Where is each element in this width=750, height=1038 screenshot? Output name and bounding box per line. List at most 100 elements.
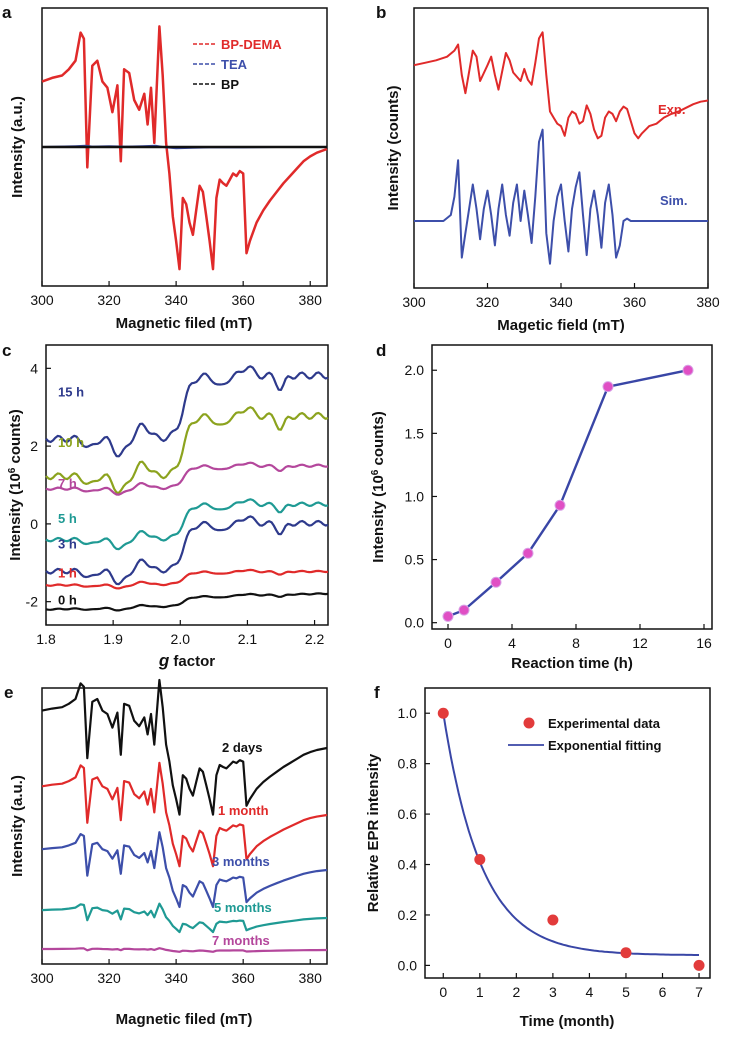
c-xtick-label-3: 2.1 [238, 631, 258, 647]
point-3 [522, 547, 534, 559]
b-xtick-label-0: 300 [402, 294, 426, 310]
curve-label-3h: 3 h [58, 536, 77, 551]
series-7h [45, 461, 329, 496]
series-2-days [41, 678, 328, 816]
c-ytick-label-2: 2 [30, 438, 38, 454]
curve-labels-e: 2 days 1 month 3 months 5 months 7 months [212, 740, 272, 948]
panel-f: f 0 1 2 3 4 5 6 7 0.0 0.2 0.4 0.6 0.8 1.0 Time (mont… [365, 683, 711, 1030]
point-0 [442, 610, 454, 622]
yticks-f: 0.0 0.2 0.4 0.6 0.8 1.0 [398, 705, 430, 973]
curves-e [41, 678, 328, 953]
xlabel-c: g factor [158, 651, 215, 670]
d-ytick-label-4: 2.0 [405, 362, 425, 378]
point-1 [474, 853, 486, 865]
curve-label-2-days: 2 days [222, 740, 262, 755]
curve-label-5h: 5 h [58, 511, 77, 526]
f-xtick-label-7: 7 [695, 984, 703, 1000]
series-5h [45, 498, 329, 551]
curves-c [45, 365, 329, 612]
panel-letter-d: d [376, 341, 386, 360]
e-xtick-label-3: 360 [231, 970, 255, 986]
e-xtick-label-0: 300 [30, 970, 54, 986]
point-0 [437, 707, 449, 719]
c-ytick-label-1: 0 [30, 516, 38, 532]
b-xtick-label-1: 320 [476, 294, 500, 310]
plot-frame-c [45, 344, 329, 626]
series-1-month [41, 761, 328, 868]
a-xtick-label-2: 340 [164, 292, 188, 308]
series-intensity-line [447, 369, 689, 618]
curve-label-15h: 15 h [58, 385, 84, 400]
marks-d [442, 364, 694, 622]
curve-label-5-months: 5 months [214, 900, 272, 915]
a-xtick-label-3: 360 [231, 292, 255, 308]
panel-d: d 0 4 8 12 16 0.0 0.5 1.0 1.5 2.0 Reaction time … [370, 341, 713, 672]
point-4 [693, 959, 705, 971]
xticks-b: 300 320 340 360 380 [402, 283, 720, 310]
d-xtick-label-0: 0 [444, 635, 452, 651]
f-ytick-label-5: 1.0 [398, 705, 418, 721]
a-xtick-label-0: 300 [30, 292, 54, 308]
yticks-d: 0.0 0.5 1.0 1.5 2.0 [405, 362, 437, 631]
ylabel-e: Intensity (a.u.) [9, 775, 26, 877]
a-xtick-label-1: 320 [97, 292, 121, 308]
series-0h [45, 592, 329, 612]
f-xtick-label-4: 4 [586, 984, 594, 1000]
yticks-c: -2 0 2 4 [26, 360, 51, 610]
xlabel-b: Magetic field (mT) [497, 317, 625, 334]
b-xtick-label-4: 380 [696, 294, 720, 310]
f-ytick-label-2: 0.4 [398, 857, 418, 873]
panel-c: c 15 h 10 h 7 h 5 h 3 h 1 h 0 h 1.8 1.9 2.0 2.1 2.… [2, 341, 329, 670]
b-xtick-label-3: 360 [623, 294, 647, 310]
point-2 [547, 914, 559, 926]
f-ytick-label-3: 0.6 [398, 806, 418, 822]
plot-frame-f [424, 687, 711, 979]
point-6 [682, 364, 694, 376]
panel-letter-e: e [4, 683, 13, 702]
fit-curve [442, 713, 699, 956]
c-ytick-label-3: 4 [30, 360, 38, 376]
legend-a: BP-DEMA TEA BP [193, 37, 282, 92]
point-4 [554, 499, 566, 511]
series-5-months [41, 902, 328, 934]
series-3h [45, 515, 329, 586]
f-xtick-label-2: 2 [512, 984, 520, 1000]
f-xtick-label-0: 0 [439, 984, 447, 1000]
d-ytick-label-2: 1.0 [405, 488, 425, 504]
plot-frame-e [41, 687, 328, 965]
curve-label-3-months: 3 months [212, 854, 270, 869]
xticks-a: 300 320 340 360 380 [30, 281, 322, 308]
f-xtick-label-3: 3 [549, 984, 557, 1000]
d-xtick-label-1: 4 [508, 635, 516, 651]
legend-f: Experimental data Exponential fitting [508, 716, 661, 753]
d-ytick-label-3: 1.5 [405, 425, 425, 441]
panel-letter-b: b [376, 3, 386, 22]
series-7-months [42, 947, 328, 953]
curve-label-1-month: 1 month [218, 803, 269, 818]
curve-label-sim: Sim. [660, 193, 687, 208]
series-sim [414, 128, 708, 265]
c-xtick-label-2: 2.0 [171, 631, 191, 647]
f-ytick-label-1: 0.2 [398, 907, 418, 923]
xticks-d: 0 4 8 12 16 [444, 624, 712, 651]
curve-label-10h: 10 h [58, 435, 84, 450]
series-exp [413, 31, 709, 140]
xticks-c: 1.8 1.9 2.0 2.1 2.2 [36, 620, 325, 647]
legend-label-tea: TEA [221, 57, 248, 72]
d-ytick-label-0: 0.0 [405, 615, 425, 631]
legend-label-fit: Exponential fitting [548, 738, 661, 753]
f-xtick-label-1: 1 [476, 984, 484, 1000]
point-3 [620, 947, 632, 959]
xlabel-f: Time (month) [520, 1013, 615, 1030]
point-5 [602, 381, 614, 393]
legend-label-bp-dema: BP-DEMA [221, 37, 282, 52]
ylabel-a: Intensity (a.u.) [9, 96, 26, 198]
c-xtick-label-1: 1.9 [103, 631, 123, 647]
f-ytick-label-4: 0.8 [398, 756, 418, 772]
panel-letter-f: f [374, 683, 380, 702]
series-bp-dema [41, 25, 328, 271]
c-ytick-label-0: -2 [26, 594, 39, 610]
c-xtick-label-4: 2.2 [305, 631, 325, 647]
xticks-e: 300 320 340 360 380 [30, 959, 322, 986]
